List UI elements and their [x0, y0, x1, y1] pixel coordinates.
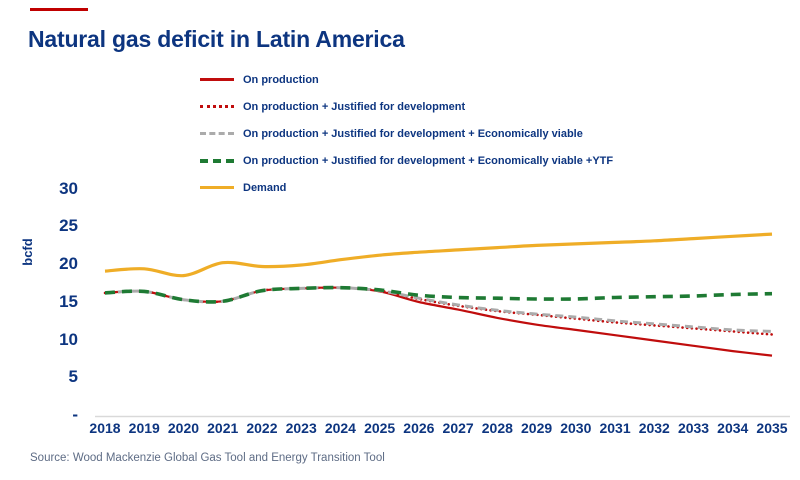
- x-tick-label: 2022: [246, 420, 278, 436]
- series-line-justified: [103, 286, 774, 336]
- x-tick-label: 2030: [560, 420, 592, 436]
- x-axis-ticks: 2018 2019 2020 2021 2022 2023 2024 2025 2026 2027…: [0, 421, 800, 441]
- source-note: Source: Wood Mackenzie Global Gas Tool a…: [30, 452, 385, 464]
- x-tick-label: 2024: [324, 420, 356, 436]
- x-tick-label: 2025: [364, 420, 396, 436]
- page-title: Natural gas deficit in Latin America: [28, 26, 405, 52]
- legend-swatch-demand: [200, 186, 234, 189]
- legend-label-economically-viable: On production + Justified for developmen…: [243, 127, 583, 140]
- legend-label-on-production: On production: [243, 73, 319, 86]
- legend-item-economically-viable: On production + Justified for developmen…: [200, 120, 613, 147]
- legend-item-justified: On production + Justified for developmen…: [200, 93, 613, 120]
- x-tick-label: 2027: [442, 420, 474, 436]
- x-tick-label: 2021: [207, 420, 239, 436]
- accent-bar: [30, 8, 88, 11]
- y-tick-label: 25: [59, 216, 78, 236]
- series-line-economically-viable: [104, 286, 773, 333]
- y-tick-label: 15: [59, 291, 78, 311]
- x-tick-label: 2034: [717, 420, 749, 436]
- legend-swatch-ytf: [200, 158, 234, 163]
- legend-item-on-production: On production: [200, 66, 613, 93]
- x-tick-label: 2031: [599, 420, 631, 436]
- x-tick-label: 2035: [756, 420, 788, 436]
- legend-label-ytf: On production + Justified for developmen…: [243, 154, 614, 167]
- legend: On production On production + Justified …: [200, 66, 613, 201]
- y-tick-label: 30: [59, 178, 78, 198]
- legend-swatch-on-production: [200, 78, 234, 81]
- legend-item-ytf: On production + Justified for developmen…: [200, 147, 613, 174]
- x-tick-label: 2019: [128, 420, 160, 436]
- y-tick-label: 5: [68, 367, 78, 387]
- x-tick-label: 2026: [403, 420, 435, 436]
- legend-label-justified: On production + Justified for developmen…: [243, 100, 466, 113]
- series-line-demand: [104, 232, 773, 278]
- x-tick-label: 2020: [167, 420, 200, 436]
- x-tick-label: 2033: [677, 420, 710, 436]
- x-tick-label: 2023: [285, 420, 317, 436]
- x-tick-label: 2028: [481, 420, 513, 436]
- legend-item-demand: Demand: [200, 174, 613, 201]
- y-axis-ticks: 30 25 20 15 10 5 -: [36, 0, 78, 480]
- legend-label-demand: Demand: [243, 181, 287, 194]
- series-line-on-production: [104, 286, 773, 357]
- legend-swatch-justified: [200, 105, 234, 108]
- y-tick-label: -: [72, 405, 78, 424]
- x-tick-label: 2029: [521, 420, 553, 436]
- legend-swatch-economically-viable: [200, 132, 234, 135]
- x-tick-label: 2018: [89, 420, 121, 436]
- x-tick-label: 2032: [638, 420, 670, 436]
- y-tick-label: 10: [59, 329, 78, 349]
- y-tick-label: 20: [59, 254, 78, 273]
- series-line-ytf: [104, 285, 773, 304]
